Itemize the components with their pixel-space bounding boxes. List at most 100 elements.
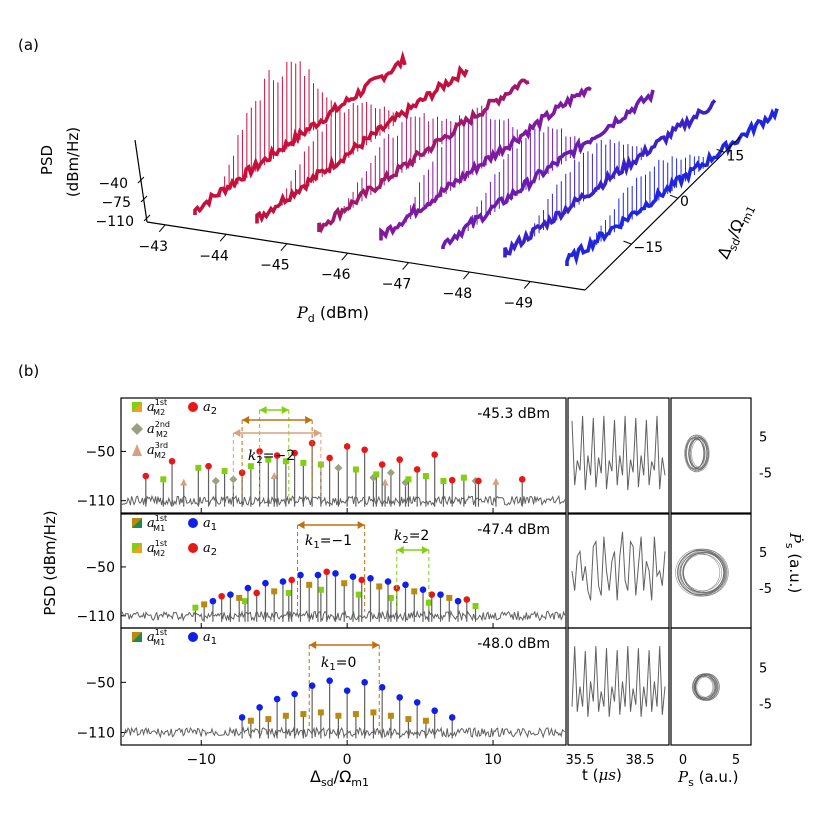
legend-sub: M2	[156, 430, 168, 439]
k-symbol: k	[248, 448, 256, 464]
m2-marker	[300, 459, 307, 466]
k-arrow-head	[357, 521, 365, 529]
delta-tick-label: −15	[634, 240, 664, 256]
m1-marker	[370, 709, 377, 716]
legend-label: a2	[203, 400, 217, 417]
psd-ticks: −40 −75 −110	[96, 176, 151, 230]
phase-ytick-label: 5	[759, 662, 767, 677]
legend-symbol: a	[147, 541, 155, 556]
delta-xtick-label: −10	[186, 752, 216, 768]
delta-axis-line	[584, 136, 741, 291]
m2nd-marker	[229, 475, 238, 484]
a1-marker	[279, 578, 287, 585]
legend-marker-half	[132, 632, 142, 642]
k-symbol: k	[321, 655, 329, 671]
spectrum-frame	[120, 627, 567, 746]
m2nd-marker	[386, 468, 395, 477]
a1-marker	[227, 591, 234, 598]
delta-tick-label: 15	[727, 148, 745, 164]
phase-ytick-label: 5	[759, 546, 767, 561]
a1-marker	[238, 714, 246, 721]
trace-base	[193, 50, 407, 215]
m1-marker	[341, 580, 348, 587]
m2-marker	[221, 468, 228, 475]
waterfall-trace	[317, 78, 530, 234]
trace-base	[317, 78, 530, 234]
psd-ylabel: PSD (dBm/Hz)	[41, 510, 59, 615]
a2-marker	[256, 448, 263, 455]
psd-ytick-label: −110	[77, 609, 115, 625]
a2-marker	[475, 477, 482, 485]
a1-marker	[402, 581, 409, 589]
a2-marker	[518, 476, 526, 483]
pd-tick	[341, 252, 349, 261]
spectrum-frame	[120, 397, 567, 514]
trace-base	[565, 108, 779, 266]
a1-marker	[297, 571, 304, 579]
m2-marker	[285, 589, 292, 596]
panel-b-label: (b)	[18, 362, 39, 380]
a1-marker	[308, 682, 316, 689]
m3rd-marker	[381, 478, 389, 486]
phase-loop	[692, 673, 718, 701]
a2-marker	[413, 466, 421, 473]
a1-marker	[314, 571, 322, 579]
psd-axis-label-line2: (dBm/Hz)	[64, 127, 82, 197]
k-arrow-head	[309, 641, 317, 649]
phase-xlabel: Ps (a.u.)	[677, 768, 739, 789]
a1-marker	[349, 573, 357, 580]
m2-marker	[472, 603, 479, 610]
legend-sup: 1st	[155, 514, 167, 523]
pd-tick-label: −46	[321, 267, 351, 283]
m2-marker	[373, 471, 380, 478]
a1-marker	[343, 687, 351, 694]
a2-marker	[326, 454, 333, 462]
m2-marker	[387, 594, 394, 601]
trace-base	[441, 89, 655, 249]
psd-tick-label: −40	[98, 176, 128, 192]
a2-marker	[253, 589, 260, 597]
time-trace	[571, 531, 666, 601]
time-trace	[571, 415, 666, 491]
a2-marker	[142, 472, 150, 480]
waterfall-trace	[503, 99, 717, 258]
legend-label: a2nd M2	[147, 420, 170, 439]
m1-marker	[376, 583, 383, 590]
legend-symbol: a	[203, 541, 211, 556]
m1-marker	[405, 716, 412, 723]
delta-ticks: 15 0 −15	[623, 148, 745, 256]
k-arrow-head	[297, 521, 305, 529]
a1-marker	[454, 597, 462, 605]
a2-marker	[205, 462, 212, 470]
phase-loop	[677, 550, 725, 595]
pd-tick	[463, 271, 470, 280]
a1-marker	[367, 575, 374, 582]
delta-xtick-label: 0	[343, 752, 352, 768]
a1-marker	[431, 707, 438, 715]
psd-axis-line	[134, 139, 148, 223]
m2-marker	[422, 473, 429, 480]
delta-xtick-label: 10	[484, 752, 502, 768]
k-value: =0	[336, 655, 357, 671]
pd-axis-label: Pd (dBm)	[296, 303, 369, 325]
m1-marker	[387, 712, 394, 719]
k-arrow-head	[233, 429, 241, 437]
legend-sub: M1	[153, 524, 165, 533]
legend-sup: 1st	[155, 628, 167, 637]
time-xlabel: t (μs)	[582, 766, 622, 784]
m1-marker	[352, 711, 359, 718]
waterfall-traces	[193, 50, 779, 266]
m2-marker	[355, 591, 362, 598]
phase-loop	[688, 437, 708, 470]
legend-symbol: a	[147, 630, 155, 645]
time-tick-label: 35.5	[566, 753, 595, 768]
phase-loop	[679, 548, 729, 597]
a2-marker	[396, 456, 403, 463]
a2-marker	[431, 451, 438, 458]
k-label: k1=0	[321, 655, 357, 673]
m3rd-marker	[180, 478, 188, 486]
legend-label: a1st M2	[147, 539, 167, 558]
